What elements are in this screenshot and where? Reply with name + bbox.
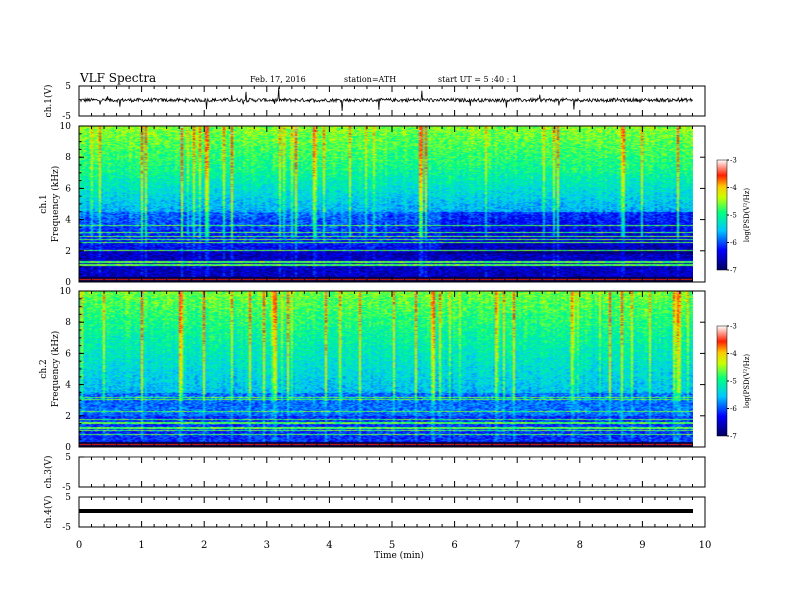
colorbar-tick-label: -3 <box>730 323 737 331</box>
ch4-waveform-trace <box>79 509 693 513</box>
x-tick-label: 10 <box>699 540 712 551</box>
ch2-spectrogram-image <box>79 291 693 447</box>
y-tick-label: 8 <box>65 153 71 163</box>
colorbar-tick-labels: -3 -4 -5 -6 -7 -3 -4 -5 -6 -7 <box>730 157 737 441</box>
x-tick-label: 1 <box>138 540 144 551</box>
y-tick-label: 6 <box>65 349 71 359</box>
y-tick-label: 8 <box>65 318 71 328</box>
y-tick-label: 6 <box>65 184 71 194</box>
y-axis-title: ch.2 <box>39 359 49 378</box>
y-tick-label: 10 <box>60 287 72 297</box>
y-axis-title: ch.4(V) <box>43 496 54 529</box>
y-axis-title: Frequency (kHz) <box>50 166 61 243</box>
y-tick-label: 5 <box>65 493 71 503</box>
x-tick-label: 2 <box>201 540 207 551</box>
x-axis-label: Time (min) <box>374 550 424 561</box>
y-tick-label: 4 <box>65 381 71 391</box>
x-tick-label: 9 <box>639 540 645 551</box>
ch1-colorbar-label: log(PSD(V²/Hz) <box>743 188 751 243</box>
colorbar-tick-label: -6 <box>730 405 737 413</box>
colorbar-tick-label: -5 <box>730 378 737 386</box>
colorbar-tick-label: -3 <box>730 157 737 165</box>
ch1-colorbar <box>716 159 728 271</box>
x-tick-label: 4 <box>326 540 332 551</box>
y-tick-label: 0 <box>65 443 71 453</box>
ch1-spectrogram-image <box>79 126 693 282</box>
ch1-waveform-trace <box>78 87 693 112</box>
y-tick-label: 10 <box>60 122 72 132</box>
y-tick-label: 2 <box>65 247 71 257</box>
x-tick-label: 5 <box>389 540 395 551</box>
colorbar-tick-label: -5 <box>730 212 737 220</box>
y-axis-title: ch.1 <box>39 194 49 213</box>
station-label: station=ATH <box>344 75 396 84</box>
y-axis-title: Frequency (kHz) <box>50 331 61 408</box>
y-tick-label: -5 <box>62 112 71 122</box>
chart-title: VLF Spectra <box>79 71 156 85</box>
x-tick-label: 8 <box>577 540 583 551</box>
y-tick-label: 5 <box>65 82 71 92</box>
colorbar-tick-label: -4 <box>730 184 737 192</box>
x-tick-label: 7 <box>514 540 520 551</box>
y-tick-label: 4 <box>65 216 71 226</box>
y-tick-label: 0 <box>65 278 71 288</box>
x-tick-label: 6 <box>451 540 457 551</box>
start-ut-label: start UT = 5 :40 : 1 <box>438 75 517 84</box>
x-tick-label: 3 <box>264 540 270 551</box>
colorbar-tick-label: -7 <box>730 433 737 441</box>
axis-ticks <box>78 85 729 528</box>
y-axis-title: ch.3(V) <box>43 456 54 489</box>
y-tick-label: 2 <box>65 412 71 422</box>
colorbar-tick-label: -7 <box>730 267 737 275</box>
ch2-colorbar <box>716 325 728 437</box>
colorbar-tick-label: -6 <box>730 239 737 247</box>
y-tick-label: -5 <box>62 483 71 493</box>
date-label: Feb. 17, 2016 <box>250 75 306 84</box>
y-axis-title: ch.1(V) <box>43 85 54 118</box>
y-tick-label: -5 <box>62 523 71 533</box>
y-axis-titles: ch.1(V)ch.3(V)ch.4(V)ch.1 Frequency (kHz)… <box>39 85 61 529</box>
x-tick-label: 0 <box>76 540 82 551</box>
ch2-colorbar-label: log(PSD(V²/Hz) <box>743 354 751 409</box>
y-tick-label: 5 <box>65 453 71 463</box>
colorbar-tick-label: -4 <box>730 350 737 358</box>
x-tick-labels: 0 1 2 3 4 5 6 7 8 9 10 <box>76 540 712 551</box>
